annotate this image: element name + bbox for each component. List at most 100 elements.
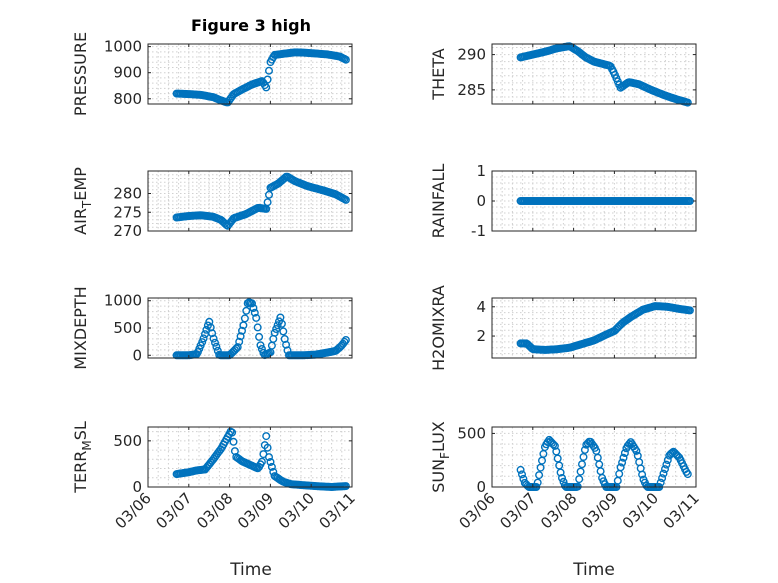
- x-tick-label: 03/07: [496, 489, 539, 532]
- y-tick-label: 1: [476, 162, 486, 180]
- y-tick-label: 500: [113, 319, 142, 337]
- y-tick-label: 900: [113, 64, 142, 82]
- y-axis-label: PRESSURE: [71, 32, 90, 116]
- data-point: [273, 321, 282, 330]
- data-point: [341, 482, 350, 491]
- data-point: [249, 304, 258, 313]
- data-point: [257, 345, 266, 354]
- data-point: [516, 465, 525, 474]
- data-point: [638, 470, 647, 479]
- data-point: [253, 323, 262, 332]
- data-point: [535, 471, 544, 480]
- x-tick-label: 03/09: [578, 489, 621, 532]
- axes-frame: [147, 170, 353, 232]
- x-tick-label: 03/11: [316, 489, 359, 532]
- data-point: [247, 299, 256, 308]
- series-rainfall: [516, 196, 694, 205]
- y-axis-label: RAINFALL: [429, 164, 448, 239]
- y-tick-label: 500: [457, 424, 486, 442]
- data-point: [580, 445, 589, 454]
- y-tick-label: 0: [476, 478, 486, 496]
- data-point: [237, 326, 246, 335]
- data-point: [663, 456, 672, 465]
- y-tick-label: 0: [132, 346, 142, 364]
- y-tick-label: 275: [113, 203, 142, 221]
- data-point: [262, 432, 271, 441]
- panel-rainfall: -1 0 1 RAINFALL: [429, 162, 697, 240]
- data-point: [658, 474, 667, 483]
- y-tick-label: 280: [113, 185, 142, 203]
- data-point: [341, 55, 350, 64]
- y-tick-label: 1000: [104, 38, 142, 56]
- x-tick-label: 03/07: [152, 489, 195, 532]
- data-point: [656, 478, 665, 487]
- data-point: [267, 462, 276, 471]
- data-point: [262, 83, 271, 92]
- data-point: [236, 332, 245, 341]
- data-point: [265, 66, 274, 75]
- panel-mixdepth: 0 500 1000 MIXDEPTH: [71, 286, 353, 370]
- data-point: [272, 325, 281, 334]
- x-tick-label: 03/08: [193, 489, 236, 532]
- y-axis-label: THETA: [429, 48, 448, 100]
- data-point: [632, 446, 641, 455]
- panel-pressure: 800 900 1000 PRESSURE: [71, 32, 353, 116]
- data-point: [233, 343, 242, 352]
- data-point: [576, 467, 585, 476]
- data-point: [518, 470, 527, 479]
- y-tick-label: 1000: [104, 292, 142, 310]
- x-tick-label: 03/09: [234, 489, 277, 532]
- y-tick-label: 800: [113, 90, 142, 108]
- data-point: [208, 329, 217, 338]
- data-point: [199, 334, 208, 343]
- data-point: [232, 344, 241, 353]
- y-tick-label: 500: [113, 432, 142, 450]
- data-point: [263, 75, 272, 84]
- series-air_temp: [172, 172, 350, 230]
- data-point: [618, 458, 627, 467]
- series-sun_flux: [516, 435, 692, 492]
- data-point: [263, 198, 272, 207]
- data-point: [240, 314, 249, 323]
- data-point: [263, 443, 272, 452]
- data-point: [659, 469, 668, 478]
- data-point: [685, 306, 694, 315]
- data-point: [252, 313, 261, 322]
- axes-frame: [491, 426, 697, 488]
- y-tick-label: 285: [457, 81, 486, 99]
- y-tick-label: -1: [471, 222, 486, 240]
- data-point: [229, 437, 238, 446]
- figure-title: Figure 3 high: [191, 16, 311, 35]
- data-point: [210, 338, 219, 347]
- data-point: [202, 325, 211, 334]
- series-pressure: [172, 48, 350, 107]
- data-point: [257, 457, 266, 466]
- data-point: [619, 453, 628, 462]
- data-point: [616, 463, 625, 472]
- panel-terr_msl: 03/0603/0703/0803/0903/1003/110500TERRMS…: [71, 421, 359, 532]
- x-axis-label-right: Time: [572, 560, 615, 580]
- data-point: [549, 440, 558, 449]
- series-h2omixra: [516, 302, 694, 354]
- y-tick-label: 4: [476, 298, 486, 316]
- data-point: [620, 449, 629, 458]
- axes-frame: [491, 297, 697, 359]
- x-tick-label: 03/10: [619, 489, 662, 532]
- data-point: [266, 458, 275, 467]
- data-point: [228, 428, 237, 437]
- data-point: [625, 440, 634, 449]
- y-axis-label: TERRMSL: [71, 421, 94, 494]
- data-point: [550, 441, 559, 450]
- series-theta: [516, 42, 692, 107]
- data-point: [683, 98, 692, 107]
- x-axis-label-left: Time: [229, 560, 272, 580]
- data-point: [242, 306, 251, 315]
- x-tick-label: 03/08: [537, 489, 580, 532]
- x-tick-label: 03/10: [275, 489, 318, 532]
- panel-sun_flux: 03/0603/0703/0803/0903/1003/110500SUNFLU…: [429, 421, 703, 532]
- data-point: [558, 474, 567, 483]
- data-point: [277, 319, 286, 328]
- data-point: [556, 468, 565, 477]
